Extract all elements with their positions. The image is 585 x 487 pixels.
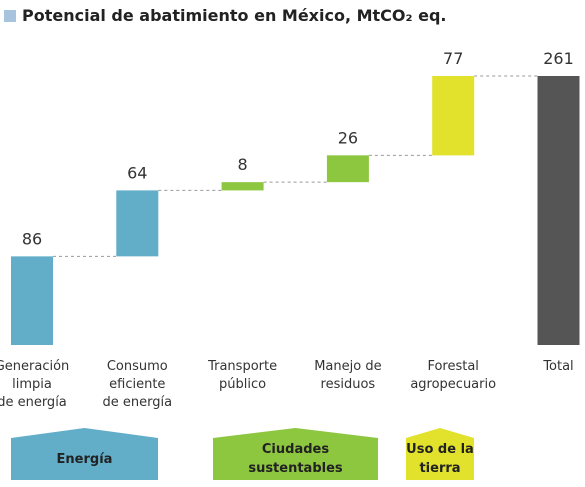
bar: [537, 76, 580, 345]
value-label: 77: [443, 49, 463, 68]
value-label: 8: [238, 155, 248, 174]
x-tick-label: Transporte público: [208, 359, 278, 392]
value-label: 64: [127, 163, 147, 182]
x-tick-label: Total: [543, 359, 574, 374]
value-label: 26: [338, 128, 358, 147]
x-tick-label: Manejo de residuos: [314, 359, 382, 392]
group-label: Ciudades sustentables: [248, 442, 343, 476]
bar: [11, 256, 53, 345]
title-marker: [4, 10, 16, 22]
bar: [326, 155, 369, 183]
bar: [221, 182, 264, 191]
value-label: 86: [22, 229, 42, 248]
bar: [432, 76, 475, 156]
group-box: [11, 428, 158, 480]
group-label: Uso de la tierra: [406, 442, 474, 476]
group-box: [213, 428, 378, 480]
group-label: Energía: [56, 452, 113, 467]
bar: [116, 190, 159, 257]
chart-title: Potencial de abatimiento en México, MtCO…: [22, 6, 447, 25]
x-tick-label: Consumo eficiente de energía: [102, 359, 173, 410]
x-tick-label: Generación limpia de energía: [0, 359, 70, 410]
group-box: [406, 428, 474, 480]
value-label: 261: [543, 49, 574, 68]
x-tick-label: Forestal agropecuario: [410, 359, 497, 392]
